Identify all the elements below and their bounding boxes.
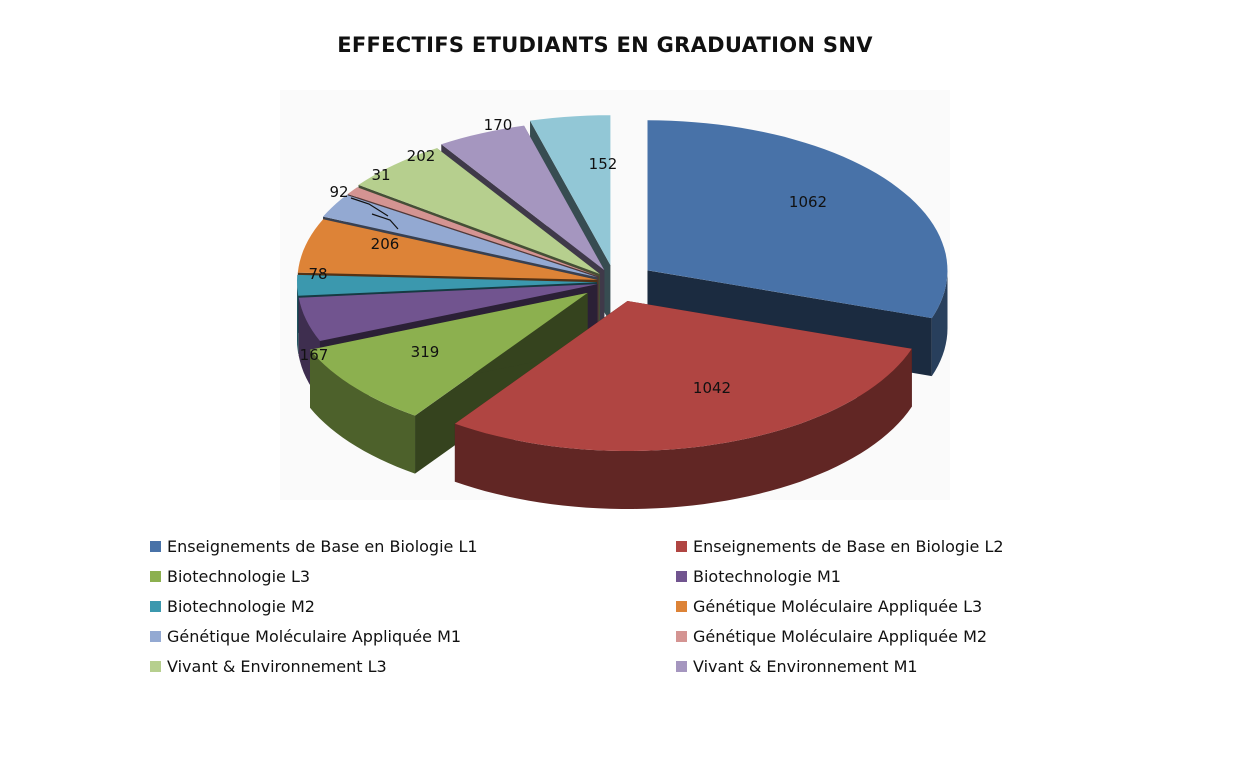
legend-label: Vivant & Environnement L3: [167, 657, 387, 676]
legend-item: Biotechnologie L3: [150, 563, 676, 590]
slice-top: [647, 120, 948, 319]
legend-item: Vivant & Environnement M1: [676, 653, 1106, 680]
legend-swatch: [676, 541, 687, 552]
legend-label: Enseignements de Base en Biologie L1: [167, 537, 478, 556]
slice-outer-wall: [297, 282, 299, 354]
slice-top: [298, 284, 598, 341]
legend-swatch: [150, 601, 161, 612]
slice-outer-wall: [931, 270, 948, 377]
legend-swatch: [676, 601, 687, 612]
slice-top: [310, 292, 588, 416]
legend-label: Génétique Moléculaire Appliquée L3: [693, 597, 983, 616]
slice-data-label: 206: [371, 235, 400, 253]
legend-label: Biotechnologie M1: [693, 567, 841, 586]
slice-top: [347, 187, 599, 277]
chart-title: EFFECTIFS ETUDIANTS EN GRADUATION SNV: [337, 33, 873, 57]
legend-swatch: [676, 661, 687, 672]
legend-label: Vivant & Environnement M1: [693, 657, 918, 676]
legend-swatch: [676, 631, 687, 642]
pie-slice: [454, 301, 912, 509]
slice-data-label: 78: [308, 265, 327, 283]
legend-swatch: [150, 631, 161, 642]
slice-top: [297, 274, 597, 296]
leader-line: [350, 197, 389, 217]
slice-data-label: 92: [329, 183, 348, 201]
slice-top: [441, 125, 605, 271]
slice-data-label: 31: [371, 166, 390, 184]
legend-label: Biotechnologie L3: [167, 567, 311, 586]
legend-item: Génétique Moléculaire Appliquée L3: [676, 593, 1106, 620]
legend-swatch: [150, 571, 161, 582]
legend-item: Biotechnologie M2: [150, 593, 676, 620]
legend-item: Vivant & Environnement L3: [150, 653, 676, 680]
legend-item: Enseignements de Base en Biologie L1: [150, 533, 676, 560]
slice-top: [358, 148, 600, 274]
legend-item: Biotechnologie M1: [676, 563, 1106, 590]
slice-data-label: 152: [589, 155, 618, 173]
legend-label: Génétique Moléculaire Appliquée M2: [693, 627, 988, 646]
legend-label: Biotechnologie M2: [167, 597, 315, 616]
legend-swatch: [676, 571, 687, 582]
slice-data-label: 1062: [789, 193, 827, 211]
slice-data-label: 319: [411, 343, 440, 361]
legend-item: Génétique Moléculaire Appliquée M2: [676, 623, 1106, 650]
chart-legend: Enseignements de Base en Biologie L1 Ense…: [150, 533, 1110, 680]
slice-top: [454, 301, 912, 451]
slice-outer-wall: [454, 348, 912, 509]
legend-label: Génétique Moléculaire Appliquée M1: [167, 627, 462, 646]
legend-swatch: [150, 541, 161, 552]
legend-label: Enseignements de Base en Biologie L2: [693, 537, 1004, 556]
slice-top: [530, 115, 611, 266]
leader-line: [371, 213, 399, 230]
slice-data-label: 202: [407, 147, 436, 165]
slice-top: [323, 195, 598, 278]
legend-item: Enseignements de Base en Biologie L2: [676, 533, 1106, 560]
legend-swatch: [150, 661, 161, 672]
legend-item: Génétique Moléculaire Appliquée M1: [150, 623, 676, 650]
slice-data-label: 1042: [693, 379, 731, 397]
pie-chart: 1062 1042 319 167 78 206 92 31 202 170 152: [297, 115, 948, 509]
slice-outer-wall: [310, 349, 415, 474]
slice-data-label: 170: [484, 116, 513, 134]
slice-top: [297, 219, 598, 280]
slice-data-label: 167: [300, 346, 329, 364]
